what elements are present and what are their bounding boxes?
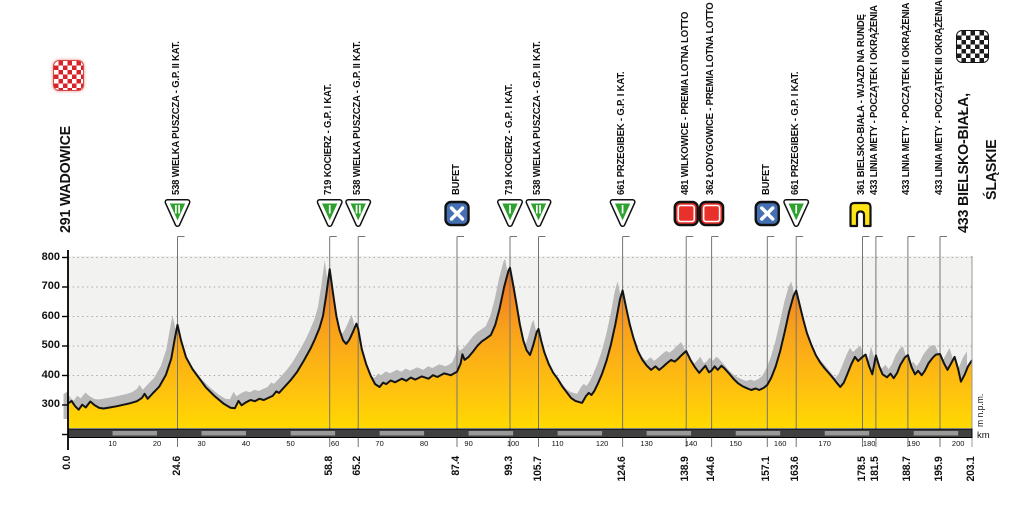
checkpoint-line <box>622 236 630 447</box>
km-bar-light-segment <box>913 431 959 436</box>
climb-cat2-icon: II <box>164 199 191 227</box>
profile-outline <box>67 266 973 411</box>
svg-text:II: II <box>535 205 541 217</box>
km-bar-light-segment <box>201 431 246 436</box>
feed-zone-icon <box>754 200 780 227</box>
km-bar-light-segment <box>735 431 781 436</box>
svg-text:II: II <box>174 205 180 217</box>
climb-cat1-icon: I <box>497 199 523 227</box>
svg-text:I: I <box>328 205 331 217</box>
checkpoint-line <box>456 236 464 447</box>
checkpoint-line <box>357 236 366 447</box>
km-bar-light-segment <box>290 431 336 436</box>
feed-zone-icon <box>444 200 470 227</box>
climb-cat1-icon: I <box>783 199 810 227</box>
checkpoint-line <box>862 236 870 447</box>
checkpoint-line <box>875 236 883 447</box>
km-bar-light-segment <box>112 431 157 436</box>
checkpoint-line <box>907 236 915 447</box>
km-bar-light-segment <box>824 431 870 436</box>
climb-cat1-icon: I <box>609 199 636 227</box>
sprint-icon <box>698 200 725 227</box>
svg-text:I: I <box>621 205 624 217</box>
sprint-icon <box>673 200 699 227</box>
checkpoint-line <box>795 236 804 447</box>
checkpoint-line <box>177 236 185 447</box>
lap-entry-icon <box>849 201 872 228</box>
km-bar-light-segment <box>379 431 425 436</box>
svg-text:II: II <box>355 205 361 217</box>
svg-text:I: I <box>508 205 511 217</box>
km-bar-light-segment <box>468 431 514 436</box>
climb-cat1-icon: I <box>316 199 343 227</box>
checkpoint-line <box>685 236 694 447</box>
checkpoint-line <box>939 236 947 447</box>
km-bar-light-segment <box>646 431 692 436</box>
checkpoint-line <box>766 236 775 447</box>
climb-cat2-icon: II <box>345 199 372 227</box>
km-bar-light-segment <box>557 431 603 436</box>
checkpoint-line <box>538 236 546 447</box>
svg-text:I: I <box>795 205 798 217</box>
climb-cat2-icon: II <box>525 199 552 227</box>
checkpoint-line <box>711 236 719 447</box>
